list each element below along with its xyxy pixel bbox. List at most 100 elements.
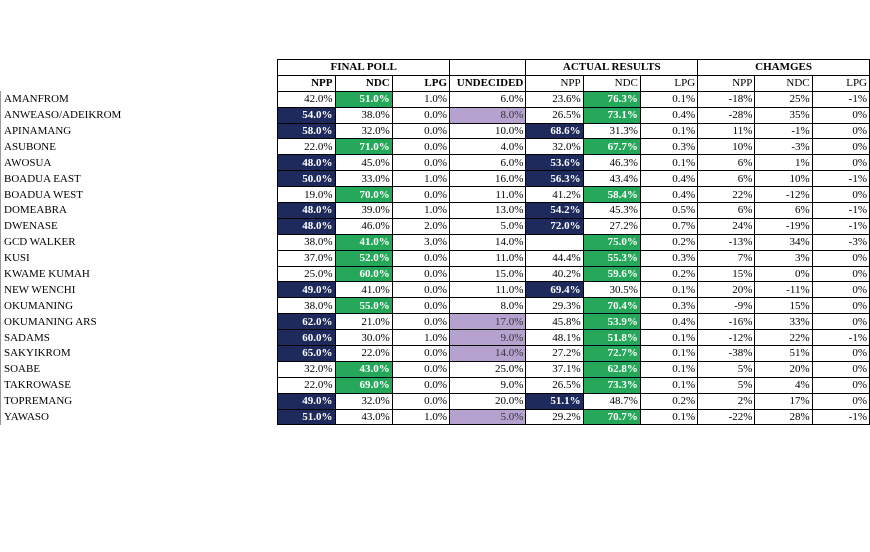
value-cell: 37.0% bbox=[277, 249, 336, 267]
value-cell: -38% bbox=[697, 345, 756, 362]
constituency-name: BOADUA EAST bbox=[0, 170, 278, 187]
value-cell: 6.0% bbox=[449, 154, 527, 172]
value-cell: -1% bbox=[754, 122, 813, 140]
value-cell: 0.2% bbox=[639, 265, 699, 283]
table-row: SOABE 32.0% 43.0% 0.0% 25.0% 37.1% 62.8% 0.1% 5%… bbox=[0, 360, 870, 378]
table-row: APINAMANG 58.0% 32.0% 0.0% 10.0% 68.6% 31.3% 0.… bbox=[0, 122, 870, 140]
value-cell: 40.2% bbox=[525, 265, 584, 283]
value-cell: 0.0% bbox=[391, 138, 451, 156]
value-cell: 67.7% bbox=[582, 138, 641, 156]
value-cell: 25% bbox=[754, 90, 813, 108]
value-cell: 56.3% bbox=[525, 170, 584, 188]
value-cell: 0.1% bbox=[639, 154, 699, 172]
value-cell: 6% bbox=[697, 170, 756, 188]
value-cell: 43.0% bbox=[334, 408, 393, 426]
value-cell: 5% bbox=[697, 376, 756, 394]
value-cell: 17% bbox=[754, 392, 813, 410]
value-cell: 31.3% bbox=[582, 122, 641, 140]
value-cell: 0.3% bbox=[639, 138, 699, 156]
value-cell: 0.4% bbox=[639, 170, 699, 188]
value-cell: 11.0% bbox=[449, 281, 527, 299]
table-row: SADAMS 60.0% 30.0% 1.0% 9.0% 48.1% 51.8% 0.1% -1… bbox=[0, 329, 870, 347]
value-cell: 0% bbox=[811, 345, 870, 362]
value-cell: 0.0% bbox=[391, 122, 451, 140]
value-cell: 15% bbox=[697, 265, 756, 283]
value-cell: 0.0% bbox=[391, 297, 451, 315]
value-cell: 72.7% bbox=[582, 345, 641, 362]
constituency-name: OKUMANING ARS bbox=[0, 313, 278, 330]
value-cell: 0.1% bbox=[639, 122, 699, 140]
value-cell: 75.0% bbox=[582, 233, 641, 251]
value-cell: 73.3% bbox=[582, 376, 641, 394]
value-cell: 11.0% bbox=[449, 249, 527, 267]
constituency-name: KWAME KUMAH bbox=[0, 266, 278, 282]
value-cell: -1% bbox=[811, 90, 870, 108]
value-cell: 51.0% bbox=[277, 408, 336, 426]
value-cell: 55.3% bbox=[582, 249, 641, 267]
value-cell: 0.4% bbox=[639, 186, 699, 204]
value-cell: 27.2% bbox=[525, 345, 584, 362]
value-cell: 0% bbox=[811, 265, 870, 283]
value-cell: 0.0% bbox=[391, 345, 451, 362]
value-cell: 0.3% bbox=[639, 297, 699, 315]
value-cell: 55.0% bbox=[334, 297, 393, 315]
value-cell: 53.9% bbox=[582, 313, 641, 331]
value-cell: 0.0% bbox=[391, 154, 451, 172]
value-cell: 3.0% bbox=[391, 233, 451, 251]
value-cell: -3% bbox=[754, 138, 813, 156]
table-row: NEW WENCHI 49.0% 41.0% 0.0% 11.0% 69.4% 30.5% 0… bbox=[0, 281, 870, 299]
value-cell: -22% bbox=[697, 408, 756, 426]
value-cell: 0% bbox=[811, 154, 870, 172]
value-cell: 39.0% bbox=[334, 202, 393, 219]
value-cell: 60.0% bbox=[334, 265, 393, 283]
column-header-lpg: LPG bbox=[639, 74, 699, 92]
value-cell: 53.6% bbox=[525, 154, 584, 172]
value-cell: 10% bbox=[754, 170, 813, 188]
value-cell: 20% bbox=[697, 281, 756, 299]
table-row: YAWASO 51.0% 43.0% 1.0% 5.0% 29.2% 70.7% 0.1% -2… bbox=[0, 408, 870, 426]
value-cell: 43.4% bbox=[582, 170, 641, 188]
value-cell: 28% bbox=[754, 408, 813, 426]
value-cell: 51.1% bbox=[525, 392, 584, 410]
table-row: BOADUA EAST 50.0% 33.0% 1.0% 16.0% 56.3% 43.4%… bbox=[0, 170, 870, 188]
value-cell: 0% bbox=[811, 392, 870, 410]
value-cell: -28% bbox=[697, 106, 756, 124]
value-cell: 1.0% bbox=[391, 329, 451, 347]
value-cell: 25.0% bbox=[277, 265, 336, 283]
value-cell: 32.0% bbox=[525, 138, 584, 156]
table-row: DOMEABRA 48.0% 39.0% 1.0% 13.0% 54.2% 45.3% 0.5… bbox=[0, 202, 870, 219]
value-cell: 48.0% bbox=[277, 154, 336, 172]
value-cell: 35% bbox=[754, 106, 813, 124]
value-cell: 62.8% bbox=[582, 360, 641, 378]
value-cell: 0.0% bbox=[391, 376, 451, 394]
value-cell: 6% bbox=[697, 154, 756, 172]
value-cell: 0% bbox=[811, 297, 870, 315]
actual-results-header: ACTUAL RESULTS bbox=[525, 59, 699, 76]
value-cell: -18% bbox=[697, 90, 756, 108]
value-cell: 65.0% bbox=[277, 345, 336, 362]
value-cell: 20% bbox=[754, 360, 813, 378]
table-row: GCD WALKER 38.0% 41.0% 3.0% 14.0% 75.0% 0.2% -1… bbox=[0, 233, 870, 251]
table-row: AMANFROM 42.0% 51.0% 1.0% 6.0% 23.6% 76.3% 0.1%… bbox=[0, 90, 870, 108]
value-cell: 2.0% bbox=[391, 217, 451, 235]
table-row: BOADUA WEST 19.0% 70.0% 0.0% 11.0% 41.2% 58.4%… bbox=[0, 186, 870, 204]
value-cell: 62.0% bbox=[277, 313, 336, 331]
value-cell: 41.2% bbox=[525, 186, 584, 204]
column-header-ndc: NDC bbox=[582, 74, 641, 92]
value-cell: 1% bbox=[754, 154, 813, 172]
value-cell: 38.0% bbox=[277, 297, 336, 315]
value-cell: -13% bbox=[697, 233, 756, 251]
value-cell: 26.5% bbox=[525, 376, 584, 394]
table-row: SAKYIKROM 65.0% 22.0% 0.0% 14.0% 27.2% 72.7% 0.… bbox=[0, 345, 870, 362]
value-cell: 2% bbox=[697, 392, 756, 410]
value-cell: 22.0% bbox=[334, 345, 393, 362]
value-cell: 0% bbox=[811, 313, 870, 331]
value-cell: 0.3% bbox=[639, 249, 699, 267]
constituency-name: NEW WENCHI bbox=[0, 281, 278, 298]
value-cell: 71.0% bbox=[334, 138, 393, 156]
table-row: KWAME KUMAH 25.0% 60.0% 0.0% 15.0% 40.2% 59.6%… bbox=[0, 265, 870, 283]
value-cell: -12% bbox=[697, 329, 756, 347]
value-cell: 0.0% bbox=[391, 360, 451, 378]
value-cell: 6% bbox=[697, 202, 756, 219]
value-cell: 3% bbox=[754, 249, 813, 267]
